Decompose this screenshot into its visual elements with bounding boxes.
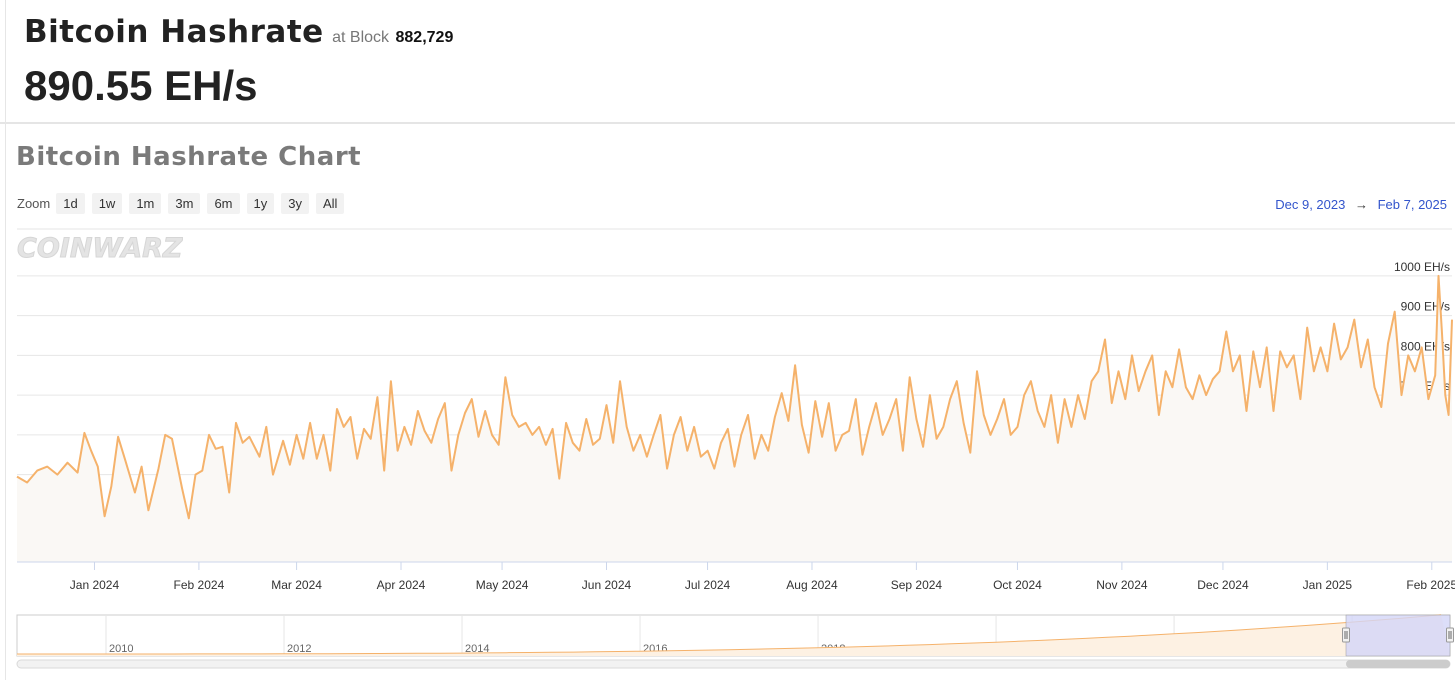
zoom-controls: Zoom 1d 1w 1m 3m 6m 1y 3y All (17, 193, 351, 214)
range-arrow-icon: → (1354, 197, 1368, 212)
x-tick-label: Nov 2024 (1096, 578, 1148, 592)
hashrate-series-line[interactable] (16, 274, 1453, 520)
page-left-rule (5, 0, 6, 680)
navigator-scrollbar-thumb[interactable] (1346, 660, 1450, 668)
coinwarz-watermark-logo: COINWARZ (17, 233, 183, 263)
x-tick-label: May 2024 (476, 578, 529, 592)
navigator-year-label: 2012 (287, 643, 311, 655)
date-range: Dec 9, 2023 → Feb 7, 2025 (1275, 197, 1447, 212)
navigator-year-label: 2014 (465, 643, 489, 655)
navigator-left-handle[interactable] (1342, 627, 1350, 643)
x-tick-label: Jan 2025 (1303, 578, 1353, 592)
y-tick-label: 1000 EH/s (1394, 260, 1450, 274)
x-tick-label: Aug 2024 (786, 578, 838, 592)
x-tick-label: Jun 2024 (582, 578, 632, 592)
title-row: Bitcoin Hashrate at Block 882,729 (24, 14, 453, 50)
page-title: Bitcoin Hashrate (24, 14, 324, 50)
navigator-year-label: 2010 (109, 643, 133, 655)
x-tick-label: Dec 2024 (1197, 578, 1249, 592)
zoom-6m-button[interactable]: 6m (207, 193, 240, 214)
hashrate-area (17, 275, 1452, 562)
zoom-all-button[interactable]: All (315, 193, 345, 214)
x-tick-label: Apr 2024 (377, 578, 426, 592)
zoom-1w-button[interactable]: 1w (91, 193, 123, 214)
x-tick-label: Oct 2024 (993, 578, 1042, 592)
navigator-selection[interactable] (1345, 614, 1451, 657)
x-tick-label: Feb 2025 (1406, 578, 1455, 592)
zoom-3y-button[interactable]: 3y (281, 193, 309, 214)
zoom-3m-button[interactable]: 3m (168, 193, 201, 214)
zoom-1m-button[interactable]: 1m (129, 193, 162, 214)
x-tick-label: Mar 2024 (271, 578, 322, 592)
zoom-label: Zoom (17, 196, 51, 211)
range-to-date[interactable]: Feb 7, 2025 (1377, 197, 1447, 212)
at-block-label: at Block (332, 29, 390, 46)
chart-title: Bitcoin Hashrate Chart (16, 142, 362, 172)
navigator-right-handle[interactable] (1446, 627, 1454, 643)
x-tick-label: Jan 2024 (70, 578, 120, 592)
navigator-scrollbar-track[interactable] (16, 659, 1451, 669)
zoom-1d-button[interactable]: 1d (56, 193, 85, 214)
zoom-1y-button[interactable]: 1y (246, 193, 275, 214)
block-number: 882,729 (395, 29, 454, 46)
x-tick-label: Sep 2024 (891, 578, 943, 592)
current-hashrate-value: 890.55 EH/s (24, 62, 258, 109)
x-tick-label: Feb 2024 (174, 578, 225, 592)
x-tick-label: Jul 2024 (685, 578, 731, 592)
range-from-date[interactable]: Dec 9, 2023 (1275, 197, 1346, 212)
navigator-series-line (17, 614, 1442, 655)
navigator-area (17, 614, 1450, 656)
y-tick-label: 900 EH/s (1401, 300, 1450, 314)
watermark-text: COINWARZ (17, 233, 183, 262)
